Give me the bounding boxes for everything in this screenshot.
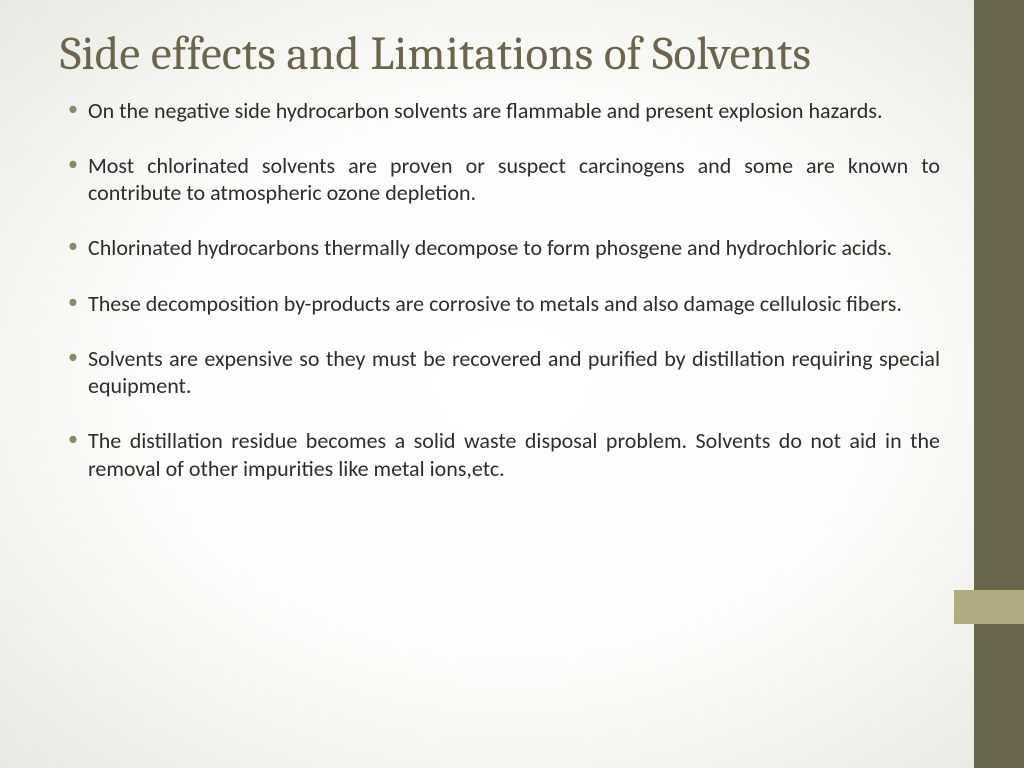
slide-title: Side effects and Limitations of Solvents [60, 28, 940, 81]
bullet-list: On the negative side hydrocarbon solvent… [60, 97, 940, 482]
bullet-item: On the negative side hydrocarbon solvent… [60, 97, 940, 124]
bullet-item: The distillation residue becomes a solid… [60, 427, 940, 482]
bullet-item: Chlorinated hydrocarbons thermally decom… [60, 234, 940, 261]
bullet-item: Most chlorinated solvents are proven or … [60, 152, 940, 207]
bullet-item: These decomposition by-products are corr… [60, 290, 940, 317]
bullet-item: Solvents are expensive so they must be r… [60, 345, 940, 400]
slide-container: Side effects and Limitations of Solvents… [0, 0, 1024, 768]
